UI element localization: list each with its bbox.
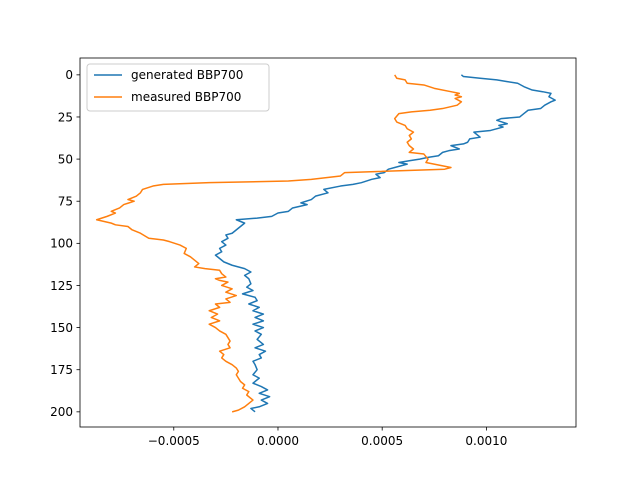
- series-layer: [95, 74, 556, 413]
- x-axis: −0.0005 0.0000 0.0005 0.0010: [148, 427, 507, 448]
- y-tick-label: 50: [58, 152, 73, 166]
- series-line-measured: [95, 74, 463, 413]
- plot-frame: [79, 57, 577, 428]
- y-axis: 0 25 50 75 100 125 150 175 200: [50, 68, 80, 419]
- y-tick-label: 175: [50, 363, 73, 377]
- legend-label-measured: measured BBP700: [131, 90, 241, 104]
- y-tick-label: 125: [50, 279, 73, 293]
- x-tick-label: −0.0005: [148, 434, 200, 448]
- y-tick-label: 150: [50, 321, 73, 335]
- legend-label-generated: generated BBP700: [131, 68, 243, 82]
- y-tick-label: 100: [50, 237, 73, 251]
- y-tick-label: 25: [58, 110, 73, 124]
- x-tick-label: 0.0000: [257, 434, 299, 448]
- plot-area: [80, 58, 576, 427]
- y-tick-label: 75: [58, 195, 73, 209]
- y-tick-label: 200: [50, 405, 73, 419]
- x-tick-label: 0.0005: [361, 434, 403, 448]
- y-tick-label: 0: [65, 68, 73, 82]
- legend: generated BBP700 measured BBP700: [86, 63, 270, 112]
- series-line-generated: [214, 74, 556, 413]
- legend-box: [86, 63, 270, 112]
- x-tick-label: 0.0010: [465, 434, 507, 448]
